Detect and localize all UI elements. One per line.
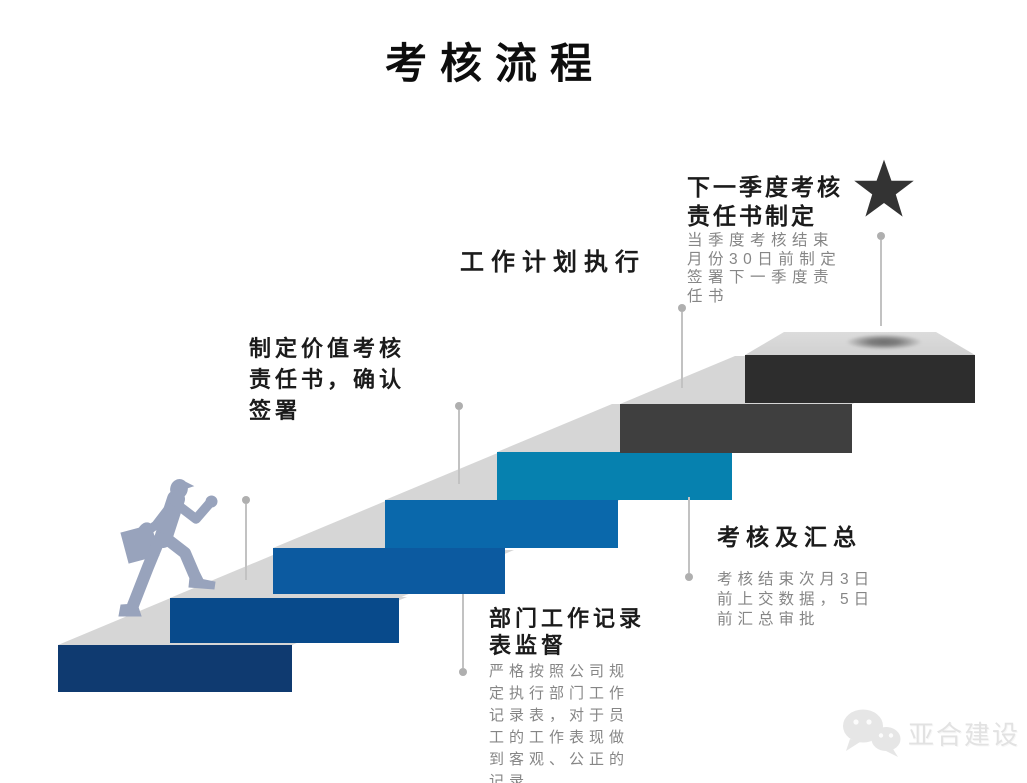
step-3-front-face [273,548,505,594]
annotation-heading: 下一季度考核 责任书制定 [687,174,843,229]
connector-pin-line [681,312,683,388]
connector-pin-dot [242,496,250,504]
label-department-record-supervision: 部门工作记录 表监督 严格按照公司规 定执行部门工作 记录表，对于员 工的工作表… [489,605,645,783]
brand-watermark: 亚合建设 [840,706,1020,760]
annotation-heading: 部门工作记录 表监督 [489,606,646,658]
step-7-front-face [745,355,975,403]
brand-name: 亚合建设 [908,719,1021,750]
connector-pin-dot [877,232,885,240]
connector-pin-line [458,410,460,484]
step-1-front-face [58,645,292,692]
label-next-quarter-responsibility: 下一季度考核 责任书制定 当季度考核结束 月份30日前制定 签署下一季度责 任书 [687,173,843,306]
connector-pin-dot [455,402,463,410]
step-2-front-face [170,598,399,643]
annotation-body: 考核结束次月3日 前上交数据，5日 前汇总审批 [717,571,875,628]
annotation-heading: 工作计划执行 [460,249,646,276]
connector-pin-dot [459,668,467,676]
connector-pin-line [245,504,247,580]
slide-title: 考核流程 [385,40,606,87]
goal-hole [835,332,933,352]
star-icon [854,159,914,217]
step-6-front-face [620,404,852,453]
annotation-body: 当季度考核结束 月份30日前制定 签署下一季度责 任书 [687,232,842,305]
connector-pin-dot [678,304,686,312]
connector-pin-line [688,497,690,573]
annotation-body: 严格按照公司规 定执行部门工作 记录表，对于员 工的工作表现做 到客观、公正的 … [489,663,630,783]
step-4-front-face [385,500,618,548]
annotation-heading: 制定价值考核 责任书，确认 签署 [249,336,406,423]
wechat-icon [843,709,901,757]
connector-pin-line [880,240,882,326]
connector-pin-dot [685,573,693,581]
step-5-front-face [497,452,732,500]
climbing-businessman-icon [118,479,218,617]
connector-pin-line [462,594,464,668]
label-assessment-summary: 考核及汇总 考核结束次月3日 前上交数据，5日 前汇总审批 [717,523,874,630]
label-work-plan-execution: 工作计划执行 [460,248,646,278]
annotation-heading: 考核及汇总 [717,524,862,550]
label-define-responsibility: 制定价值考核 责任书，确认 签署 [249,333,405,426]
